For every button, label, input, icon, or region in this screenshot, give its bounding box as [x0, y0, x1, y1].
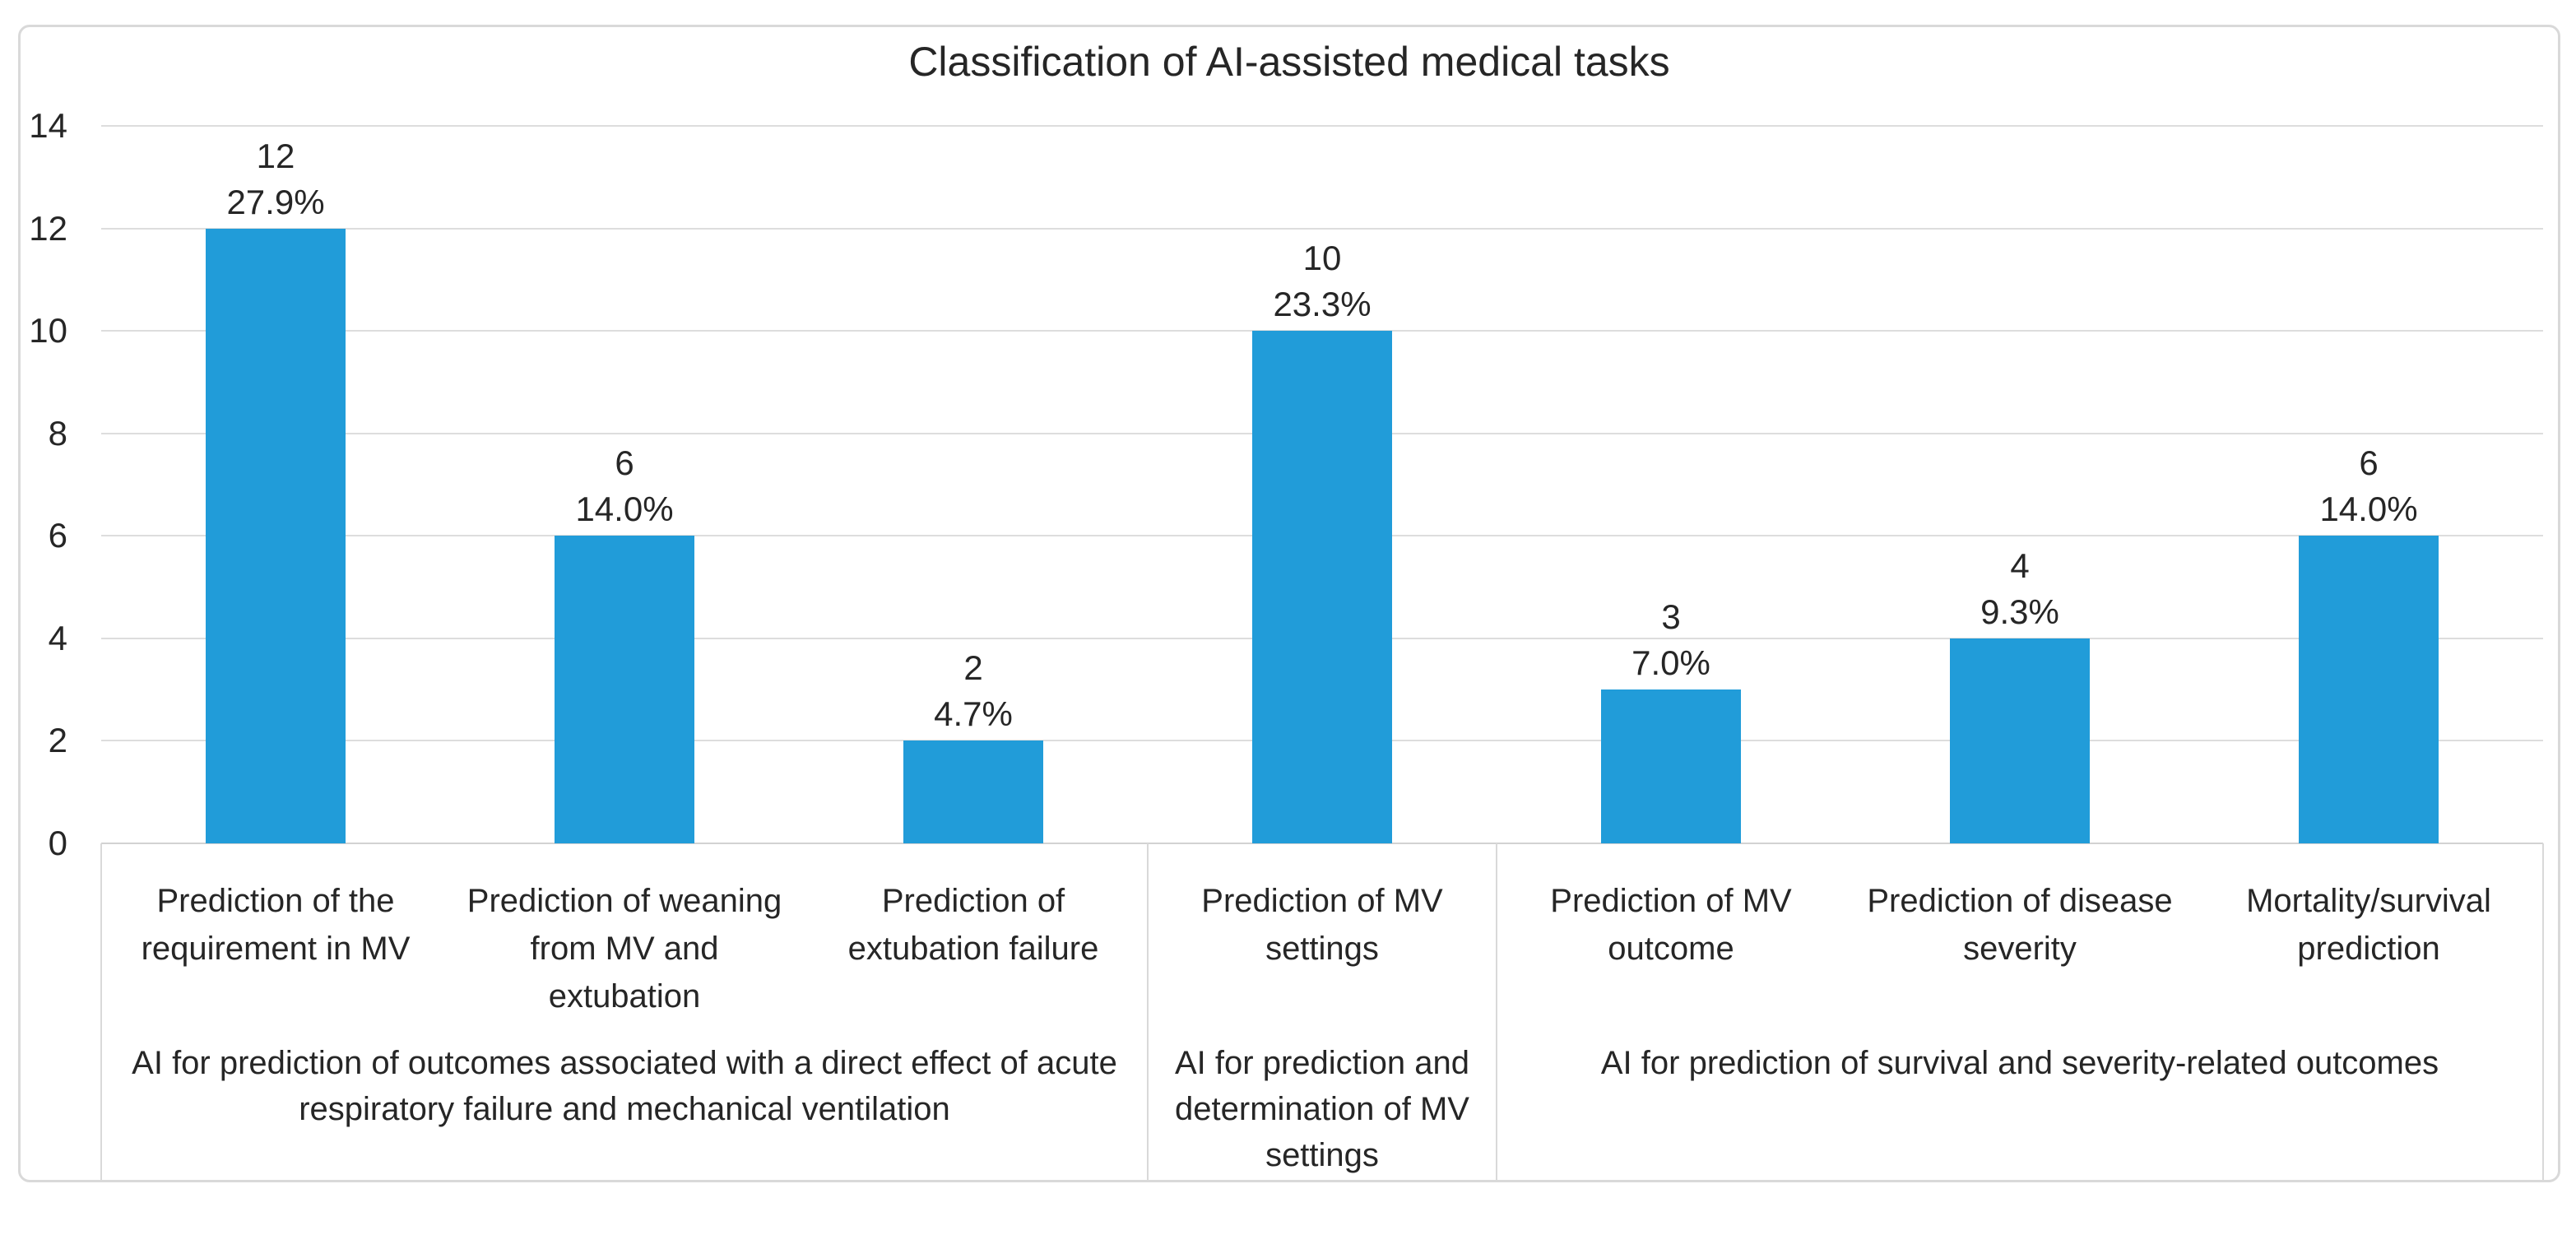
bar-5	[1601, 689, 1741, 843]
y-tick-label-0: 0	[48, 824, 67, 862]
bar-3	[903, 741, 1043, 843]
category-label-2: Prediction of weaning from MV and extuba…	[466, 883, 782, 1014]
data-label-3: 2 4.7%	[809, 645, 1138, 737]
category-label-3: Prediction of extubation failure	[847, 883, 1099, 967]
category-label-7: Mortality/survival prediction	[2246, 883, 2491, 967]
data-label-1: 12 27.9%	[111, 133, 440, 225]
category-label-5: Prediction of MV outcome	[1550, 883, 1792, 967]
y-tick-label-6: 6	[48, 516, 67, 555]
y-tick-label-10: 10	[29, 311, 67, 351]
bar-6	[1950, 638, 2090, 843]
group-separator	[1496, 843, 1497, 1181]
y-tick-label-8: 8	[48, 413, 67, 453]
data-label-value-5: 3	[1661, 597, 1681, 637]
data-label-percent-2: 14.0%	[575, 490, 674, 529]
data-label-value-1: 12	[256, 136, 295, 175]
group-separator	[1147, 843, 1149, 1181]
y-tick-label-4: 4	[48, 618, 67, 657]
data-label-value-4: 10	[1302, 239, 1342, 278]
category-label-4: Prediction of MV settings	[1201, 883, 1443, 967]
bar-4	[1252, 331, 1392, 843]
bar-7	[2299, 536, 2439, 843]
data-label-4: 10 23.3%	[1158, 235, 1487, 327]
data-label-5: 3 7.0%	[1506, 594, 1836, 686]
data-label-percent-7: 14.0%	[2319, 490, 2418, 529]
data-label-value-6: 4	[2010, 546, 2030, 585]
category-label-1: Prediction of the requirement in MV	[141, 883, 411, 967]
data-label-value-3: 2	[963, 648, 983, 688]
gridline-y14	[101, 125, 2543, 127]
data-label-percent-4: 23.3%	[1273, 285, 1372, 324]
group-separator	[100, 843, 102, 1181]
y-tick-label-14: 14	[29, 106, 67, 145]
data-label-percent-6: 9.3%	[1980, 592, 2059, 631]
category-label-6: Prediction of disease severity	[1867, 883, 2173, 967]
group-label-2: AI for prediction and determination of M…	[1175, 1045, 1469, 1173]
data-label-6: 4 9.3%	[1855, 543, 2184, 635]
data-label-value-7: 6	[2359, 443, 2379, 483]
group-label-3: AI for prediction of survival and severi…	[1600, 1045, 2439, 1081]
data-label-percent-5: 7.0%	[1631, 643, 1710, 683]
gridline-y12	[101, 227, 2543, 230]
group-label-1: AI for prediction of outcomes associated…	[132, 1045, 1117, 1127]
data-label-percent-3: 4.7%	[934, 694, 1013, 734]
data-label-percent-1: 27.9%	[226, 182, 325, 221]
x-axis-line	[101, 843, 2543, 844]
data-label-2: 6 14.0%	[460, 440, 789, 532]
bar-2	[555, 536, 694, 843]
data-label-value-2: 6	[615, 443, 634, 483]
group-separator	[2542, 843, 2544, 1181]
bar-1	[206, 228, 346, 843]
y-tick-label-12: 12	[29, 208, 67, 248]
chart-title: Classification of AI-assisted medical ta…	[908, 39, 1670, 85]
y-tick-label-2: 2	[48, 721, 67, 760]
data-label-7: 6 14.0%	[2204, 440, 2533, 532]
